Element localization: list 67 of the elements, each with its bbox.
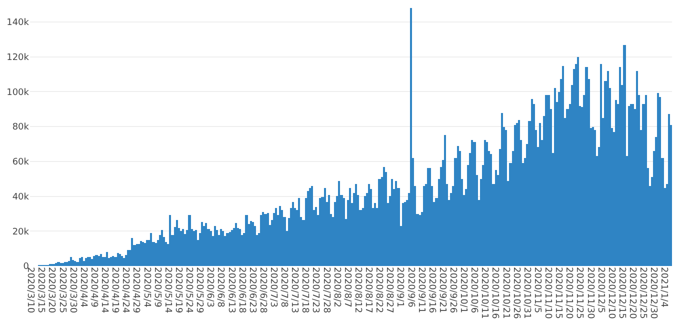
x-tick-label: 2020/3/20 [46,267,56,314]
x-tick-label: 2020/7/23 [310,267,320,314]
x-tick-label: 2020/9/26 [447,267,458,314]
y-tick-label: 120k [6,52,30,63]
x-tick-label: 2020/5/9 [152,267,162,308]
x-tick-label: 2020/10/11 [479,267,490,319]
x-tick-label: 2020/7/28 [320,267,331,314]
x-tick-label: 2020/10/21 [500,267,510,319]
x-tick-label: 2020/10/16 [490,267,500,320]
x-tick-label: 2020/4/4 [78,267,88,308]
x-tick-label: 2020/8/2 [331,267,342,308]
x-tick-label: 2020/8/7 [342,267,352,308]
x-tick-label: 2020/10/26 [510,267,521,320]
x-tick-label: 2020/6/8 [215,267,226,308]
x-tick-label: 2020/3/15 [36,267,46,314]
x-tick-label: 2020/11/20 [564,267,574,320]
x-tick-label: 2020/7/3 [268,267,278,308]
x-tick-label: 2020/11/10 [542,267,553,320]
x-tick-label: 2020/8/17 [363,267,374,314]
x-tick-label: 2020/6/28 [257,267,268,314]
x-tick-label: 2020/4/29 [130,267,141,314]
x-tick-label: 2020/9/16 [426,267,436,314]
x-tick-label: 2020/9/21 [436,267,447,314]
y-tick-label: 20k [12,227,30,238]
x-tick-label: 2020/5/24 [184,267,194,314]
x-tick-label: 2020/6/23 [246,267,257,314]
x-tick-label: 2020/9/6 [405,267,416,308]
x-tick-label: 2020/5/14 [162,267,172,314]
x-tick-label: 2020/6/18 [236,267,246,314]
x-tick-label: 2020/8/22 [374,267,384,314]
x-tick-label: 2020/5/19 [172,267,183,314]
x-tick-label: 2020/9/1 [394,267,405,308]
x-tick-label: 2020/10/31 [521,267,532,319]
x-tick-label: 2020/6/3 [204,267,215,308]
x-tick-label: 2020/7/13 [289,267,300,314]
x-tick-label: 2020/11/30 [584,267,595,320]
x-tick-label: 2020/8/27 [384,267,394,314]
x-tick-label: 2020/5/29 [194,267,204,314]
x-tick-label: 2020/3/25 [56,267,67,314]
x-tick-label: 2020/11/15 [553,267,564,319]
x-tick-label: 2020/4/14 [99,267,110,314]
x-tick-label: 2020/10/6 [468,267,479,314]
x-tick-label: 2020/3/30 [67,267,78,314]
y-tick-label: 40k [12,192,30,202]
x-tick-label: 2020/4/9 [88,267,98,308]
y-tick-label: 100k [6,88,30,98]
x-tick-label: 2020/11/25 [574,267,584,319]
x-tick-label: 2020/4/19 [110,267,120,314]
x-tick-label: 2020/7/8 [278,267,289,308]
y-tick-label: 140k [6,18,30,28]
x-tick-label: 2020/5/4 [141,267,152,308]
x-tick-label: 2020/12/30 [648,267,658,320]
x-tick-label: 2020/7/18 [300,267,310,314]
x-tick-label: 2020/6/13 [226,267,236,314]
x-tick-label: 2020/12/15 [616,267,626,319]
x-tick-label: 2020/9/11 [416,267,426,314]
x-tick-label: 2021/1/4 [658,267,669,308]
y-tick-label: 60k [12,158,30,168]
y-tick-label: 80k [12,122,30,133]
x-tick-label: 2020/8/12 [352,267,362,314]
x-tick-label: 2020/12/5 [595,267,606,314]
x-tick-label: 2020/11/5 [532,267,542,314]
x-tick-label: 2020/4/24 [120,267,130,314]
x-tick-label: 2020/10/1 [458,267,468,314]
x-tick-label: 2020/12/10 [606,267,616,320]
x-tick-label: 2020/12/20 [627,267,638,320]
x-tick-label: 2020/12/25 [638,267,648,319]
